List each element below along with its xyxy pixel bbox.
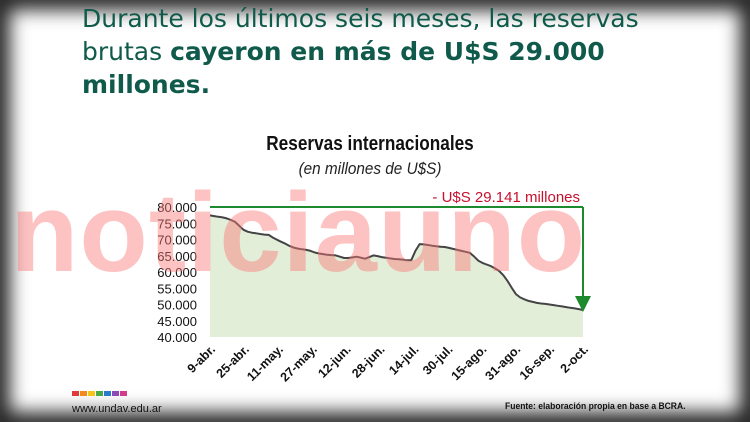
logo-color-bar: [88, 391, 95, 396]
x-tick-label: 15-ago.: [449, 342, 490, 383]
y-tick-label: 80.000: [157, 200, 197, 215]
y-tick-label: 45.000: [157, 314, 197, 329]
y-tick-label: 70.000: [157, 233, 197, 248]
headline-text: Durante los últimos seis meses, las rese…: [82, 4, 639, 66]
x-tick-label: 2-oct.: [558, 342, 591, 375]
y-tick-label: 55.000: [157, 281, 197, 296]
x-tick-label: 31-ago.: [482, 342, 523, 383]
y-tick-label: 50.000: [157, 298, 197, 313]
y-tick-label: 75.000: [157, 216, 197, 231]
logo-color-bar: [112, 391, 119, 396]
chart-subtitle: (en millones de U$S): [298, 159, 442, 178]
logo-color-bar: [80, 391, 87, 396]
logo-color-bar: [120, 391, 127, 396]
x-tick-label: 14-jul.: [386, 342, 421, 377]
x-tick-label: 12-jun.: [315, 342, 353, 380]
y-tick-label: 40.000: [157, 330, 197, 345]
university-logo-bars: [72, 391, 127, 396]
x-tick-label: 27-may.: [278, 342, 320, 384]
source-note: Fuente: elaboración propia en base a BCR…: [505, 401, 686, 412]
headline-bold-text: cayeron en más de U$S 29.000 millones.: [82, 37, 605, 99]
y-tick-label: 65.000: [157, 249, 197, 264]
headline: Durante los últimos seis meses, las rese…: [82, 2, 682, 101]
logo-color-bar: [96, 391, 103, 396]
reserves-line: [209, 214, 584, 311]
chart-title: Reservas internacionales: [266, 133, 474, 155]
y-tick-label: 60.000: [157, 265, 197, 280]
x-tick-label: 16-sep.: [517, 342, 557, 382]
x-tick-label: 28-jun.: [349, 342, 387, 380]
site-url: www.undav.edu.ar: [72, 403, 162, 415]
reserves-area: [210, 215, 583, 337]
logo-color-bar: [72, 391, 79, 396]
logo-color-bar: [104, 391, 111, 396]
drop-annotation: - U$S 29.141 millones: [432, 189, 580, 206]
